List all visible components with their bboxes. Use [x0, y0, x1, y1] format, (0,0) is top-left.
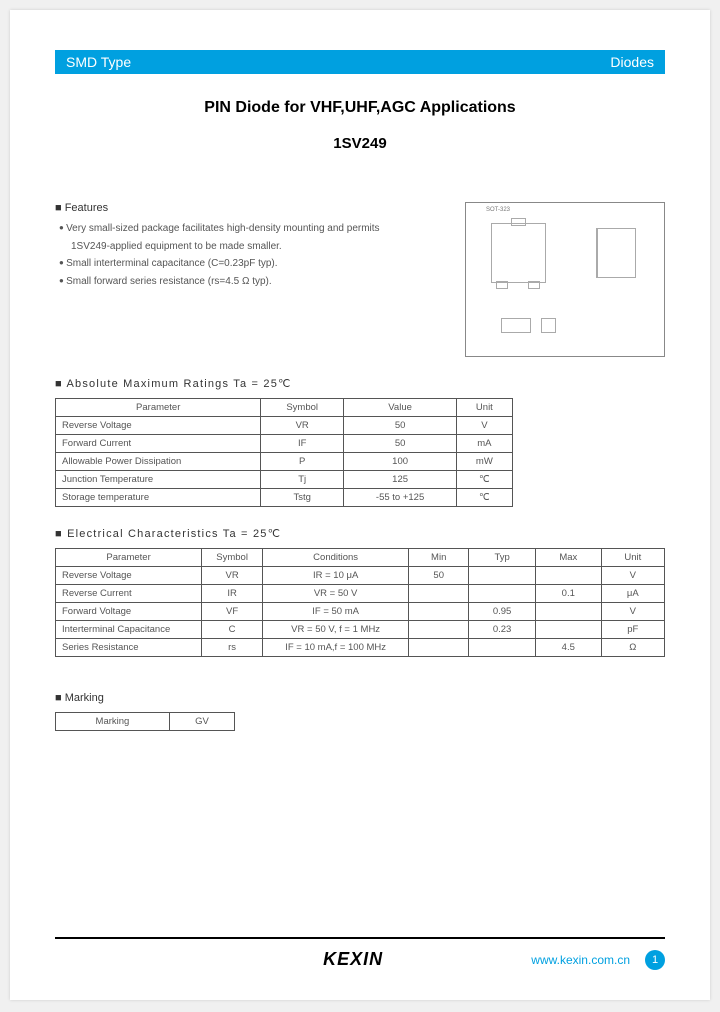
- footer-right: www.kexin.com.cn 1: [531, 950, 665, 970]
- title-main: PIN Diode for VHF,UHF,AGC Applications: [55, 99, 665, 117]
- header-bar: SMD Type Diodes: [55, 50, 665, 74]
- pkg-lead-icon: [496, 281, 508, 289]
- amr-heading: Absolute Maximum Ratings Ta = 25℃: [55, 377, 665, 390]
- elec-body: Reverse VoltageVRIR = 10 μA50V Reverse C…: [56, 567, 665, 657]
- feature-item: Very small-sized package facilitates hig…: [59, 222, 450, 236]
- features-row: Features Very small-sized package facili…: [55, 202, 665, 357]
- amr-table: Parameter Symbol Value Unit Reverse Volt…: [55, 398, 513, 507]
- pkg-footprint-icon: [541, 318, 556, 333]
- table-row: Forward CurrentIF50mA: [56, 435, 513, 453]
- page-number: 1: [645, 950, 665, 970]
- pkg-outline-icon: [491, 223, 546, 283]
- col-conditions: Conditions: [263, 549, 409, 567]
- table-header-row: Parameter Symbol Value Unit: [56, 399, 513, 417]
- part-number: 1SV249: [55, 135, 665, 152]
- features-heading: Features: [55, 202, 450, 214]
- col-parameter: Parameter: [56, 399, 261, 417]
- pkg-side-icon: [596, 228, 636, 278]
- datasheet-page: SMD Type Diodes PIN Diode for VHF,UHF,AG…: [10, 10, 710, 1000]
- footer-row: KEXIN www.kexin.com.cn 1: [55, 949, 665, 970]
- col-value: Value: [343, 399, 456, 417]
- table-header-row: Parameter Symbol Conditions Min Typ Max …: [56, 549, 665, 567]
- pkg-lead-icon: [511, 218, 526, 226]
- amr-body: Reverse VoltageVR50V Forward CurrentIF50…: [56, 417, 513, 507]
- features-section: Features Very small-sized package facili…: [55, 202, 450, 357]
- elec-section: Electrical Characteristics Ta = 25℃ Para…: [55, 527, 665, 657]
- package-label: SOT-323: [486, 207, 510, 213]
- title-block: PIN Diode for VHF,UHF,AGC Applications 1…: [55, 99, 665, 152]
- col-max: Max: [535, 549, 601, 567]
- marking-table: Marking GV: [55, 712, 235, 731]
- col-typ: Typ: [469, 549, 536, 567]
- table-row: Series ResistancersIF = 10 mA,f = 100 MH…: [56, 639, 665, 657]
- elec-table: Parameter Symbol Conditions Min Typ Max …: [55, 548, 665, 657]
- table-row: Storage temperatureTstg-55 to +125℃: [56, 489, 513, 507]
- table-row: Reverse VoltageVR50V: [56, 417, 513, 435]
- elec-heading: Electrical Characteristics Ta = 25℃: [55, 527, 665, 540]
- marking-section: Marking Marking GV: [55, 692, 665, 731]
- table-row: Forward VoltageVFIF = 50 mA0.95V: [56, 603, 665, 621]
- marking-label: Marking: [56, 713, 170, 731]
- brand-logo: KEXIN: [323, 949, 383, 970]
- table-row: Allowable Power DissipationP100mW: [56, 453, 513, 471]
- table-row: Reverse VoltageVRIR = 10 μA50V: [56, 567, 665, 585]
- col-symbol: Symbol: [202, 549, 263, 567]
- col-unit: Unit: [601, 549, 664, 567]
- header-spacer: [176, 51, 600, 73]
- table-row: Reverse CurrentIRVR = 50 V0.1μA: [56, 585, 665, 603]
- footer-url: www.kexin.com.cn: [531, 953, 630, 967]
- amr-section: Absolute Maximum Ratings Ta = 25℃ Parame…: [55, 377, 665, 507]
- feature-item: 1SV249-applied equipment to be made smal…: [59, 240, 450, 254]
- marking-heading: Marking: [55, 692, 665, 704]
- header-type: Diodes: [600, 51, 664, 73]
- features-list: Very small-sized package facilitates hig…: [55, 222, 450, 288]
- col-unit: Unit: [457, 399, 512, 417]
- col-parameter: Parameter: [56, 549, 202, 567]
- header-category: SMD Type: [56, 51, 176, 73]
- col-symbol: Symbol: [261, 399, 344, 417]
- footer: KEXIN www.kexin.com.cn 1: [55, 937, 665, 970]
- col-min: Min: [409, 549, 469, 567]
- package-diagram: SOT-323: [465, 202, 665, 357]
- pkg-footprint-icon: [501, 318, 531, 333]
- table-row: Interterminal CapacitanceCVR = 50 V, f =…: [56, 621, 665, 639]
- pkg-lead-icon: [528, 281, 540, 289]
- table-row: Marking GV: [56, 713, 235, 731]
- feature-item: Small interterminal capacitance (C=0.23p…: [59, 257, 450, 271]
- feature-item: Small forward series resistance (rs=4.5 …: [59, 275, 450, 289]
- table-row: Junction TemperatureTj125℃: [56, 471, 513, 489]
- marking-value: GV: [169, 713, 234, 731]
- footer-divider: [55, 937, 665, 939]
